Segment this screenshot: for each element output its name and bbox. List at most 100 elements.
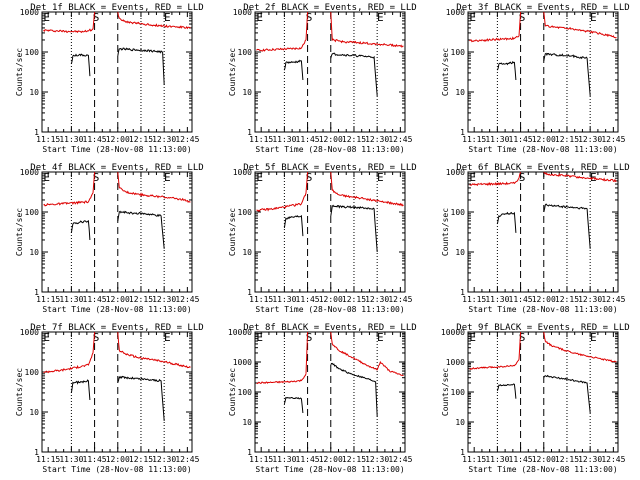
start-marker: S <box>519 11 526 24</box>
events-series-line <box>496 60 517 81</box>
lld-series-line <box>305 331 309 374</box>
x-tick-label: 12:00 <box>319 135 343 144</box>
detector-panel-9: Det 9f BLACK = Events, RED = LLD Counts/s… <box>441 323 630 474</box>
x-axis-label: Start Time (28-Nov-08 11:13:00) <box>468 145 617 154</box>
x-tick-label: 12:15 <box>555 455 579 464</box>
x-tick-label: 11:30 <box>59 135 83 144</box>
x-tick-label: 12:45 <box>388 455 412 464</box>
y-tick-label: 100 <box>25 208 40 217</box>
panel-title: Det 4f BLACK = Events, RED = LLD <box>30 163 203 173</box>
y-tick-label: 100 <box>451 388 466 397</box>
events-series-line <box>543 52 591 96</box>
start-marker: S <box>93 331 100 344</box>
y-tick-label: 10 <box>242 88 252 97</box>
x-tick-label: 12:30 <box>152 135 176 144</box>
x-tick-label: 11:45 <box>83 135 107 144</box>
events-series-line <box>70 220 91 241</box>
lld-series-line <box>543 171 617 183</box>
x-tick-label: 11:30 <box>485 135 509 144</box>
y-tick-label: 10 <box>242 248 252 257</box>
x-tick-label: 11:30 <box>59 455 83 464</box>
end-marker: E <box>164 171 171 184</box>
x-tick-label: 12:30 <box>365 135 389 144</box>
end-marker: E <box>43 331 50 344</box>
y-tick-label: 1000 <box>446 8 465 17</box>
y-tick-label: 10 <box>29 88 39 97</box>
y-tick-label: 1 <box>247 128 252 137</box>
x-tick-label: 12:00 <box>319 295 343 304</box>
events-series-line <box>283 59 304 81</box>
x-tick-label: 12:00 <box>106 295 130 304</box>
y-tick-label: 1 <box>460 128 465 137</box>
x-tick-label: 11:15 <box>249 455 273 464</box>
lld-series-line <box>256 39 307 52</box>
x-tick-label: 11:15 <box>36 135 60 144</box>
detector-panel-5: Det 5f BLACK = Events, RED = LLD Counts/s… <box>228 163 417 314</box>
y-tick-label: 1000 <box>446 168 465 177</box>
x-tick-label: 12:30 <box>152 455 176 464</box>
end-marker: E <box>256 171 263 184</box>
lld-series-line <box>469 35 520 43</box>
y-axis-label: Counts/sec <box>228 48 237 96</box>
x-tick-label: 12:00 <box>532 295 556 304</box>
x-tick-label: 12:00 <box>532 135 556 144</box>
lld-series-line <box>43 352 94 374</box>
y-tick-label: 10000 <box>441 328 465 337</box>
lld-series-line <box>543 11 617 39</box>
x-tick-label: 12:15 <box>342 455 366 464</box>
x-axis-label: Start Time (28-Nov-08 11:13:00) <box>468 305 617 314</box>
y-tick-label: 10 <box>242 418 252 427</box>
x-axis-label: Start Time (28-Nov-08 11:13:00) <box>255 145 404 154</box>
x-tick-label: 12:30 <box>152 295 176 304</box>
end-marker: E <box>164 11 171 24</box>
lld-series-line <box>92 11 96 30</box>
plot-frame <box>254 11 406 133</box>
lld-series-line <box>518 171 522 179</box>
panel-title: Det 2f BLACK = Events, RED = LLD <box>243 3 416 13</box>
events-series-line <box>496 383 517 399</box>
y-tick-label: 1 <box>34 448 39 457</box>
y-axis-label: Counts/sec <box>15 368 24 416</box>
lld-series-line <box>43 192 94 207</box>
y-tick-label: 100 <box>451 208 466 217</box>
x-tick-label: 11:30 <box>485 295 509 304</box>
panel-title: Det 3f BLACK = Events, RED = LLD <box>456 3 629 13</box>
y-tick-label: 1000 <box>20 168 39 177</box>
x-tick-label: 11:45 <box>83 295 107 304</box>
x-tick-label: 11:15 <box>36 295 60 304</box>
lld-series-line <box>117 331 191 369</box>
y-tick-label: 1 <box>34 288 39 297</box>
plot-frame <box>254 171 406 293</box>
x-tick-label: 12:15 <box>555 295 579 304</box>
x-tick-label: 12:30 <box>578 135 602 144</box>
end-marker: E <box>164 331 171 344</box>
y-tick-label: 1000 <box>233 168 252 177</box>
plot-frame <box>467 171 619 293</box>
panel-title: Det 7f BLACK = Events, RED = LLD <box>30 323 203 333</box>
y-tick-label: 10 <box>455 248 465 257</box>
lld-series-line <box>305 171 309 193</box>
plot-frame <box>41 11 193 133</box>
lld-series-line <box>256 373 307 385</box>
x-tick-label: 12:45 <box>175 455 199 464</box>
lld-series-line <box>518 331 522 360</box>
y-tick-label: 1000 <box>233 8 252 17</box>
start-marker: S <box>306 171 313 184</box>
lld-series-line <box>518 11 522 37</box>
x-tick-label: 11:45 <box>509 135 533 144</box>
y-tick-label: 1 <box>247 288 252 297</box>
x-tick-label: 12:30 <box>365 295 389 304</box>
detector-panel-4: Det 4f BLACK = Events, RED = LLD Counts/s… <box>15 163 204 314</box>
x-tick-label: 12:30 <box>578 295 602 304</box>
y-axis-label: Counts/sec <box>441 368 450 416</box>
x-tick-label: 11:15 <box>36 455 60 464</box>
x-tick-label: 11:30 <box>485 455 509 464</box>
y-tick-label: 10 <box>29 248 39 257</box>
plot-frame <box>467 331 619 453</box>
plot-frame <box>254 331 406 453</box>
y-tick-label: 100 <box>25 48 40 57</box>
x-axis-label: Start Time (28-Nov-08 11:13:00) <box>42 305 191 314</box>
plot-frame <box>41 331 193 453</box>
end-marker: E <box>377 331 384 344</box>
detector-panel-2: Det 2f BLACK = Events, RED = LLD Counts/s… <box>228 3 417 154</box>
